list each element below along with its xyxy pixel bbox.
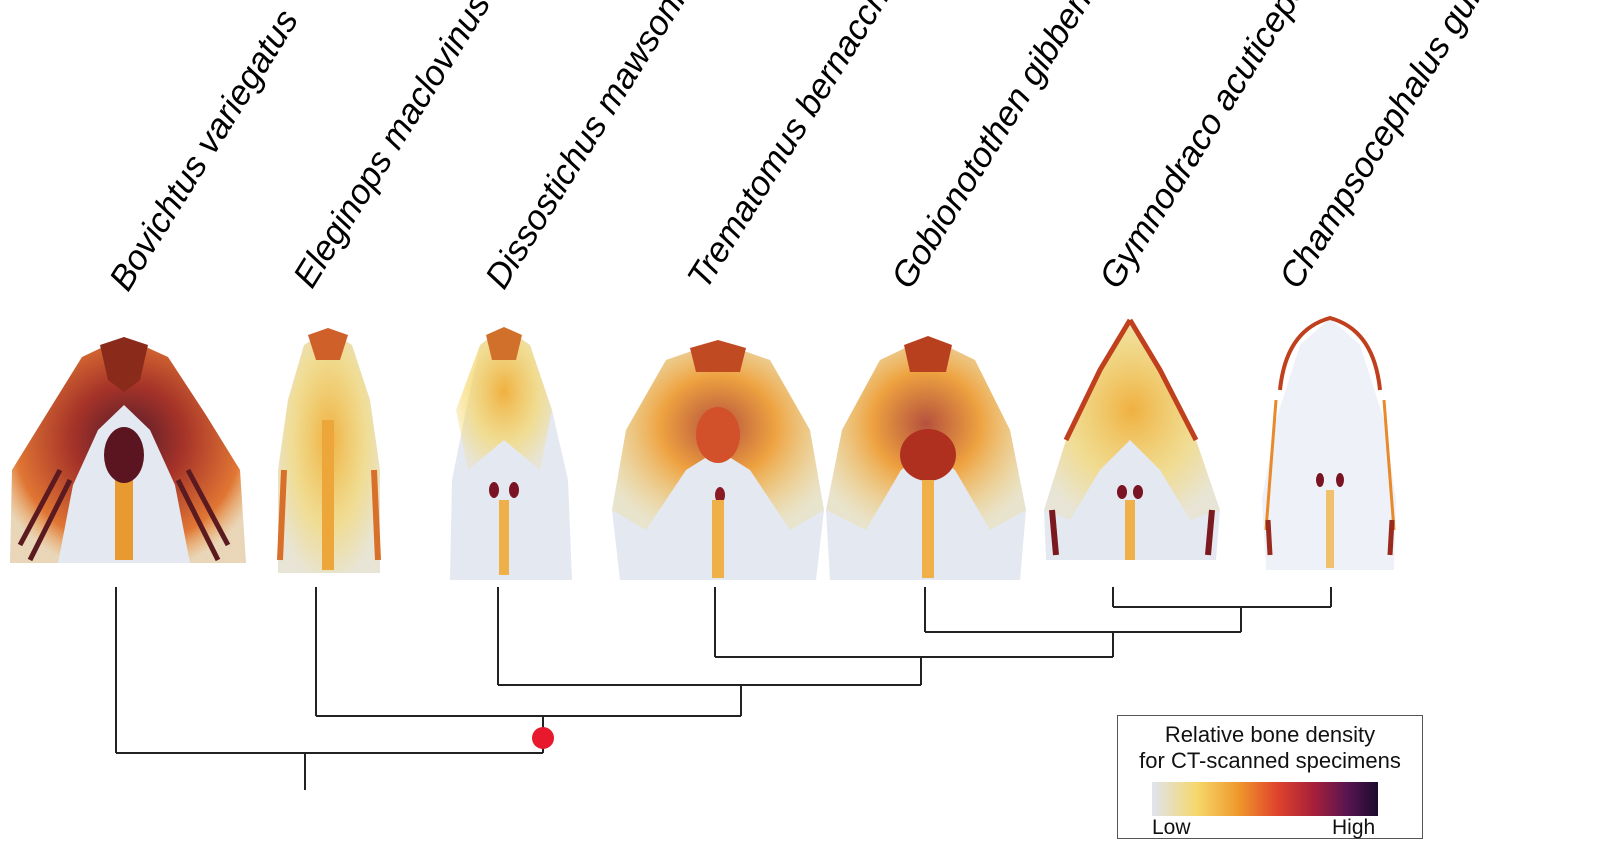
- skull-image-bovichtus: [10, 337, 246, 563]
- species-label-champsocephalus: Champsocephalus gunnari: [1272, 0, 1526, 295]
- species-label-gymnodraco: Gymnodraco acuticeps: [1092, 0, 1315, 295]
- skull-image-eleginops: [277, 328, 381, 573]
- legend-high-label: High: [1332, 816, 1376, 839]
- species-label-eleginops: Eleginops maclovinus: [286, 0, 498, 294]
- legend-color-bar: [1152, 782, 1378, 816]
- species-label-gobionotothen: Gobionotothen gibberifrons: [884, 0, 1141, 295]
- skull-image-champsocephalus: [1262, 315, 1396, 570]
- legend-title-line1: Relative bone density: [1164, 722, 1376, 747]
- skull-images: [10, 315, 1396, 580]
- node-marker: [532, 727, 554, 749]
- species-labels: Bovichtus variegatus Eleginops maclovinu…: [102, 0, 1526, 297]
- color-scale-legend: Relative bone density for CT-scanned spe…: [1117, 715, 1423, 839]
- species-label-bovichtus: Bovichtus variegatus: [102, 3, 306, 298]
- species-label-dissostichus: Dissostichus mawsoni: [478, 0, 694, 295]
- skull-image-gobionotothen: [826, 336, 1026, 580]
- skull-image-trematomus: [612, 340, 824, 580]
- species-label-trematomus: Trematomus bernacchii: [680, 0, 906, 295]
- phylogenetic-tree: [115, 587, 1332, 790]
- skull-image-dissostichus: [450, 327, 572, 580]
- legend-low-label: Low: [1152, 816, 1191, 839]
- skull-image-gymnodraco: [1044, 318, 1220, 560]
- legend-title-line2: for CT-scanned specimens: [1139, 748, 1401, 773]
